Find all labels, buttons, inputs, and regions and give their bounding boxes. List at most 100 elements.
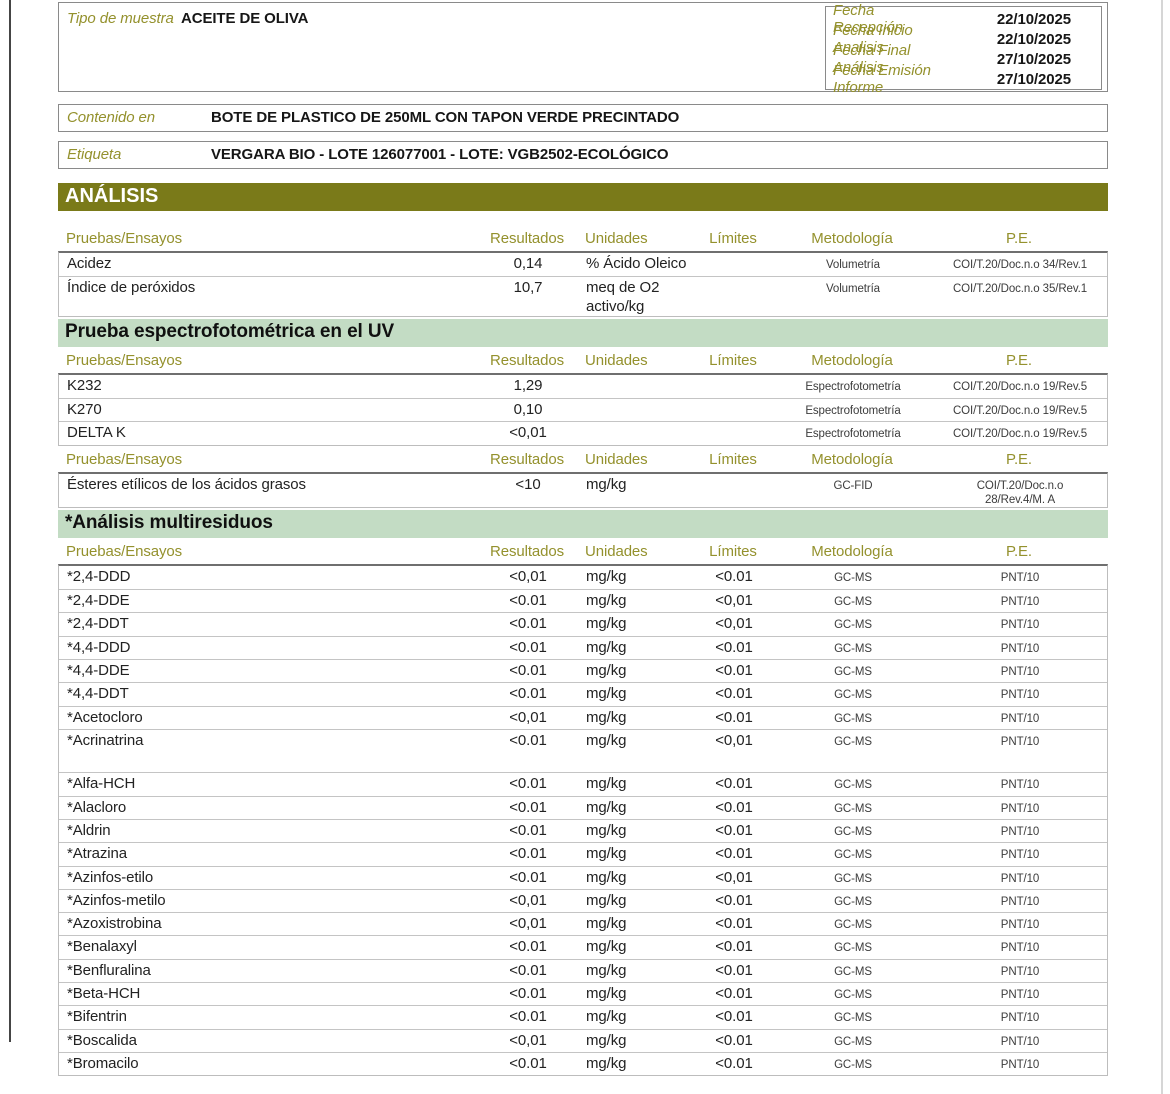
cell-pe: PNT/10 — [1000, 802, 1040, 815]
cell-units: mg/kg — [586, 938, 627, 956]
sample-type-value: ACEITE DE OLIVA — [181, 10, 309, 27]
table-row: *2,4-DDE <0.01 mg/kg <0,01 GC-MS PNT/10 — [59, 589, 1107, 612]
column-header-row: Pruebas/Ensayos Resultados Unidades Lími… — [58, 227, 1108, 249]
cell-methodology: GC-MS — [834, 919, 872, 932]
table-row: K270 0,10 Espectrofotometría COI/T.20/Do… — [59, 398, 1107, 421]
cell-result: 0,14 — [513, 255, 543, 272]
dates-box: Fecha Recepción 22/10/2025 Fecha Inicio … — [825, 2, 1102, 96]
cell-test-name: *Benalaxyl — [67, 938, 137, 956]
table-row: DELTA K <0,01 Espectrofotometría COI/T.2… — [59, 421, 1107, 444]
cell-units: mg/kg — [586, 1054, 627, 1072]
cell-test-name: *Beta-HCH — [67, 985, 141, 1003]
cell-methodology: Volumetría — [826, 283, 880, 296]
date-end-value: 27/10/2025 — [996, 50, 1071, 68]
cell-limit: <0,01 — [715, 615, 753, 633]
cell-limit: <0.01 — [715, 1054, 753, 1072]
cell-methodology: GC-MS — [834, 571, 872, 584]
cell-units: mg/kg — [586, 798, 627, 816]
cell-limit: <0.01 — [715, 985, 753, 1003]
cell-result: <0,01 — [509, 915, 547, 933]
cell-result: <0.01 — [509, 731, 547, 749]
cell-pe: COI/T.20/Doc.n.o 19/Rev.5 — [952, 380, 1088, 393]
column-header-units: Unidades — [585, 230, 648, 247]
cell-limit: <0.01 — [715, 821, 753, 839]
cell-units: mg/kg — [586, 662, 627, 679]
date-reception-label: Fecha Recepción — [833, 2, 903, 36]
cell-result: <0.01 — [509, 592, 547, 610]
date-end-label: Fecha Final Análisis — [833, 42, 911, 76]
cell-limit: <0.01 — [715, 915, 753, 933]
analysis-section: Pruebas/Ensayos Resultados Unidades Lími… — [58, 227, 1108, 317]
table-row: *Azinfos-etilo <0.01 mg/kg <0,01 GC-MS P… — [59, 865, 1107, 889]
section-table: Ésteres etílicos de los ácidos grasos <1… — [58, 471, 1108, 508]
cell-result: <0.01 — [509, 662, 547, 679]
table-row: *4,4-DDE <0.01 mg/kg <0.01 GC-MS PNT/10 — [59, 659, 1107, 682]
cell-test-name: *Azinfos-metilo — [67, 891, 166, 909]
cell-methodology: GC-MS — [834, 872, 872, 885]
cell-limit: <0.01 — [715, 891, 753, 909]
cell-methodology: GC-MS — [834, 779, 872, 792]
column-header-methodology: Metodología — [811, 351, 893, 369]
cell-limit: <0.01 — [715, 845, 753, 863]
cell-test-name: *4,4-DDT — [67, 685, 129, 703]
column-header-tests: Pruebas/Ensayos — [66, 450, 183, 468]
cell-test-name: K270 — [67, 401, 102, 419]
cell-units: mg/kg — [586, 615, 627, 633]
analysis-section: *Análisis multiresiduos Pruebas/Ensayos … — [58, 509, 1108, 1077]
column-header-results: Resultados — [489, 450, 565, 468]
cell-pe: PNT/10 — [1000, 895, 1040, 908]
column-header-tests: Pruebas/Ensayos — [66, 542, 183, 560]
cell-methodology: Espectrofotometría — [805, 405, 901, 418]
table-row: Ésteres etílicos de los ácidos grasos <1… — [59, 474, 1107, 507]
section-title: *Análisis multiresiduos — [65, 511, 273, 533]
cell-units: mg/kg — [586, 961, 627, 979]
date-start-value: 22/10/2025 — [996, 30, 1071, 48]
date-row-end: Fecha Final Análisis 27/10/2025 — [833, 42, 1071, 76]
column-header-pe: P.E. — [1005, 351, 1032, 369]
cell-limit: <0,01 — [715, 592, 753, 610]
cell-methodology: GC-MS — [834, 689, 872, 702]
cell-test-name: *Alacloro — [67, 798, 127, 816]
column-header-limits: Límites — [709, 542, 757, 560]
date-issue-value: 27/10/2025 — [996, 70, 1071, 88]
cell-test-name: Ésteres etílicos de los ácidos grasos — [67, 475, 306, 493]
cell-test-name: *Acrinatrina — [67, 731, 144, 749]
cell-pe: PNT/10 — [1000, 942, 1040, 955]
table-row: *Benfluralina <0.01 mg/kg <0.01 GC-MS PN… — [59, 958, 1107, 982]
cell-result: <0.01 — [509, 961, 547, 979]
cell-pe: PNT/10 — [1000, 965, 1040, 978]
cell-pe: COI/T.20/Doc.n.o 19/Rev.5 — [952, 428, 1088, 441]
cell-pe: PNT/10 — [1000, 989, 1040, 1002]
cell-limit: <0.01 — [715, 1031, 753, 1049]
cell-test-name: *Bifentrin — [67, 1008, 127, 1026]
cell-result: 10,7 — [513, 279, 543, 297]
cell-pe: PNT/10 — [1000, 1035, 1040, 1048]
cell-units: meq de O2 activo/kg — [586, 279, 660, 315]
cell-methodology: GC-FID — [833, 479, 873, 492]
cell-test-name: *Acetocloro — [67, 708, 143, 726]
cell-test-name: DELTA K — [67, 424, 126, 442]
column-header-tests: Pruebas/Ensayos — [66, 351, 183, 369]
cell-limit: <0,01 — [715, 868, 753, 886]
cell-units: % Ácido Oleico — [586, 255, 687, 272]
cell-test-name: *2,4-DDT — [67, 615, 129, 633]
cell-methodology: GC-MS — [834, 965, 872, 978]
cell-test-name: K232 — [67, 376, 102, 394]
cell-units: mg/kg — [586, 891, 627, 909]
cell-test-name: *Azoxistrobina — [67, 915, 162, 933]
cell-test-name: *2,4-DDE — [67, 592, 130, 610]
label-label: Etiqueta — [67, 146, 122, 163]
column-header-row: Pruebas/Ensayos Resultados Unidades Lími… — [58, 540, 1108, 562]
cell-limit: <0.01 — [715, 685, 753, 703]
section-table: *2,4-DDD <0,01 mg/kg <0.01 GC-MS PNT/10 … — [58, 563, 1108, 1077]
cell-test-name: *Benfluralina — [67, 961, 151, 979]
cell-limit: <0.01 — [715, 638, 753, 656]
cell-pe: PNT/10 — [1000, 919, 1040, 932]
table-row: Índice de peróxidos 10,7 meq de O2 activ… — [59, 276, 1107, 316]
sample-type-box: Tipo de muestra ACEITE DE OLIVA Fecha Re… — [58, 2, 1108, 96]
cell-test-name: *2,4-DDD — [67, 567, 131, 585]
cell-result: <0.01 — [509, 775, 547, 793]
cell-limit: <0.01 — [715, 961, 753, 979]
cell-result: <0.01 — [509, 845, 547, 863]
cell-units: mg/kg — [586, 475, 627, 493]
